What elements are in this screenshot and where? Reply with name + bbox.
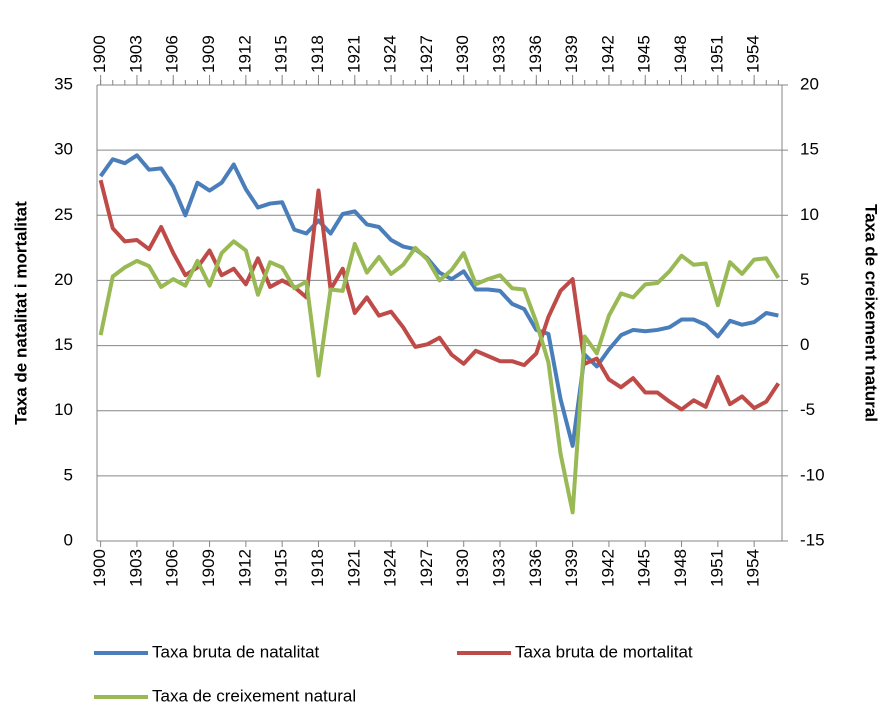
legend-label: Taxa bruta de mortalitat	[515, 642, 693, 661]
y-tick-label: 35	[54, 74, 73, 93]
x-tick-label: 1900	[90, 549, 109, 587]
x-tick-label: 1930	[453, 549, 472, 587]
y-tick-label: 5	[64, 465, 73, 484]
x-tick-label: 1906	[163, 549, 182, 587]
x-tick-label: 1948	[671, 549, 690, 587]
x-top-tick-label: 1915	[272, 35, 291, 73]
x-tick-label: 1933	[489, 549, 508, 587]
y-tick-label: 30	[54, 140, 73, 159]
x-tick-label: 1915	[272, 549, 291, 587]
x-tick-label: 1936	[526, 549, 545, 587]
x-tick-label: 1909	[199, 549, 218, 587]
x-tick-label: 1903	[126, 549, 145, 587]
x-top-tick-label: 1906	[163, 35, 182, 73]
x-top-tick-label: 1900	[90, 35, 109, 73]
x-top-tick-label: 1903	[126, 35, 145, 73]
y-tick-label: 0	[64, 530, 73, 549]
x-tick-label: 1945	[635, 549, 654, 587]
y-tick-label: 25	[54, 205, 73, 224]
x-top-tick-label: 1945	[635, 35, 654, 73]
x-tick-label: 1924	[381, 549, 400, 587]
x-top-tick-label: 1942	[598, 35, 617, 73]
x-tick-label: 1951	[707, 549, 726, 587]
x-top-tick-label: 1951	[707, 35, 726, 73]
x-top-tick-label: 1930	[453, 35, 472, 73]
x-top-tick-label: 1948	[671, 35, 690, 73]
y2-tick-label: -15	[800, 530, 825, 549]
x-top-tick-label: 1921	[344, 35, 363, 73]
y2-axis-title: Taxa de creixement natural	[862, 204, 881, 422]
x-tick-label: 1939	[562, 549, 581, 587]
x-top-tick-label: 1954	[744, 35, 763, 73]
y2-tick-label: 20	[800, 74, 819, 93]
x-top-tick-label: 1933	[489, 35, 508, 73]
x-top-tick-label: 1939	[562, 35, 581, 73]
series-line	[98, 239, 781, 515]
y2-tick-label: 0	[800, 335, 809, 354]
y-tick-label: 20	[54, 270, 73, 289]
y2-tick-label: 5	[800, 270, 809, 289]
legend-label: Taxa bruta de natalitat	[152, 642, 320, 661]
y2-tick-label: -10	[800, 465, 825, 484]
x-tick-label: 1918	[308, 549, 327, 587]
legend-label: Taxa de creixement natural	[152, 686, 356, 705]
series-line	[98, 179, 781, 412]
series-line	[99, 153, 779, 448]
x-tick-label: 1912	[235, 549, 254, 587]
y-tick-label: 15	[54, 335, 73, 354]
x-top-tick-label: 1918	[308, 35, 327, 73]
x-top-tick-label: 1936	[526, 35, 545, 73]
y-tick-label: 10	[54, 400, 73, 419]
x-top-tick-label: 1909	[199, 35, 218, 73]
x-tick-label: 1954	[744, 549, 763, 587]
x-tick-label: 1921	[344, 549, 363, 587]
y2-tick-label: 10	[800, 205, 819, 224]
x-top-tick-label: 1924	[381, 35, 400, 73]
y-axis-title: Taxa de natalitat i mortalitat	[11, 201, 30, 425]
x-top-tick-label: 1912	[235, 35, 254, 73]
y2-tick-label: -5	[800, 400, 815, 419]
x-tick-label: 1927	[417, 549, 436, 587]
x-tick-label: 1942	[598, 549, 617, 587]
y2-tick-label: 15	[800, 140, 819, 159]
x-top-tick-label: 1927	[417, 35, 436, 73]
